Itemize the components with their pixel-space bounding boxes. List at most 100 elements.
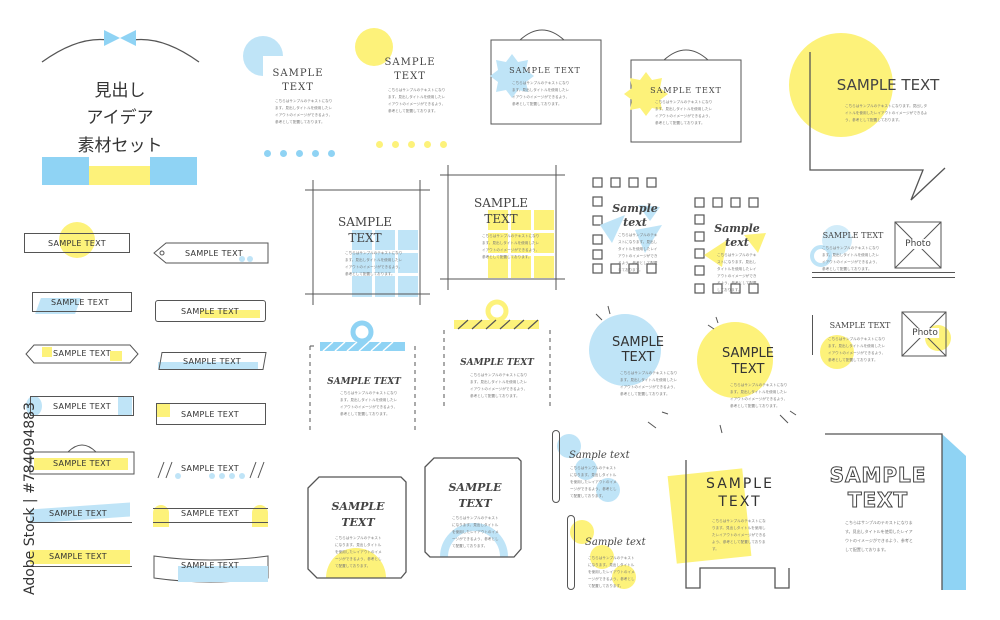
card8-title-1: Sample bbox=[612, 202, 658, 215]
label-frame-13 bbox=[153, 508, 268, 523]
circle2-title-2: TEXT bbox=[731, 362, 765, 377]
blue-starburst bbox=[490, 54, 534, 98]
yellow-grid bbox=[488, 210, 556, 278]
card14-body: こちらはサンプルのテキストになります。見出しタイトルを使用したレイアウトのイメー… bbox=[570, 466, 617, 498]
label-text-12: SAMPLE TEXT bbox=[181, 464, 239, 473]
blue-ring bbox=[810, 245, 832, 267]
card11-body: こちらはサンプルのテキストになります。見出しタイトルを使用したレイアウトのイメー… bbox=[828, 337, 886, 362]
yellow-big-circle bbox=[789, 33, 893, 137]
underline bbox=[28, 522, 132, 523]
circle-cutout bbox=[263, 56, 285, 78]
card9-title-1: Sample bbox=[714, 222, 760, 235]
clipboard-frame-blue bbox=[309, 320, 416, 433]
card9-body: こちらはサンプルのテキストになります。見出しタイトルを使用したレイアウトのイメー… bbox=[717, 253, 757, 292]
card6-title-1: SAMPLE bbox=[338, 215, 392, 229]
card7-body: こちらはサンプルのテキストになります。見出しタイトルを使用したレイアウトのイメー… bbox=[482, 234, 540, 259]
clipboard-frame-yellow bbox=[443, 299, 551, 410]
photo-label-1: Photo bbox=[904, 239, 932, 249]
label-text-8: SAMPLE TEXT bbox=[185, 249, 243, 258]
label-text-13: SAMPLE TEXT bbox=[181, 509, 239, 518]
blue-dot bbox=[575, 458, 597, 480]
band-right bbox=[150, 157, 197, 185]
square-grid-frame-2 bbox=[694, 197, 766, 294]
card16-title-2: TEXT bbox=[718, 494, 762, 510]
photo-label-2: Photo bbox=[911, 328, 939, 338]
card1-title-1: SAMPLE bbox=[272, 68, 324, 79]
band-center bbox=[89, 166, 150, 185]
card15-body: こちらはサンプルのテキストになります。見出しタイトルを使用したレイアウトのイメー… bbox=[588, 556, 635, 588]
clipboard2-body: こちらはサンプルのテキストになります。見出しタイトルを使用したレイアウトのイメー… bbox=[470, 373, 528, 398]
yellow-strip bbox=[200, 310, 260, 318]
card7-title-2: TEXT bbox=[484, 212, 518, 226]
hexagon-label-frame bbox=[25, 344, 139, 364]
card14-title: Sample text bbox=[569, 450, 630, 461]
label-text-5: SAMPLE TEXT bbox=[53, 459, 111, 468]
blue-grid bbox=[352, 230, 420, 297]
card12-title-2: TEXT bbox=[341, 516, 375, 529]
yellow-dots bbox=[376, 133, 456, 152]
clipboard1-title: SAMPLE TEXT bbox=[327, 377, 401, 387]
card13-title-2: TEXT bbox=[458, 497, 492, 510]
blue-circle-large bbox=[589, 314, 661, 386]
slash-dots-ornament bbox=[157, 461, 265, 479]
crop-mark-frame-1 bbox=[305, 180, 430, 305]
card3-body: こちらはサンプルのテキストになります。見出しタイトルを使用したレイアウトのイメー… bbox=[512, 81, 570, 106]
circle2-body: こちらはサンプルのテキストになります。見出しタイトルを使用したレイアウトのイメー… bbox=[730, 383, 788, 408]
tag-label-frame bbox=[153, 242, 269, 264]
card13-body: こちらはサンプルのテキストになります。見出しタイトルを使用したレイアウトのイメー… bbox=[452, 516, 499, 548]
card15-title: Sample text bbox=[585, 537, 646, 548]
ribbon-label-frame bbox=[153, 555, 269, 583]
card10-title: SAMPLE TEXT bbox=[822, 231, 884, 240]
yellow-corner bbox=[156, 403, 170, 417]
blue-strip bbox=[158, 362, 258, 369]
card13-title-1: SAMPLE bbox=[448, 481, 502, 494]
circle1-title-1: SAMPLE bbox=[612, 335, 664, 350]
sparkle-lines-1 bbox=[595, 305, 669, 429]
circle1-body: こちらはサンプルのテキストになります。見出しタイトルを使用したレイアウトのイメー… bbox=[620, 371, 678, 396]
bow-icon bbox=[104, 30, 136, 46]
label-text-14: SAMPLE TEXT bbox=[181, 561, 239, 570]
circle1-title-2: TEXT bbox=[621, 350, 655, 365]
grid-gap bbox=[488, 230, 556, 233]
card16-body: こちらはサンプルのテキストになります。見出しタイトルを使用したレイアウトのイメー… bbox=[712, 519, 766, 551]
label-text-7: SAMPLE TEXT bbox=[49, 552, 107, 561]
card12-title-1: SAMPLE bbox=[331, 500, 385, 513]
pill-bar bbox=[567, 515, 575, 590]
label-frame-9 bbox=[155, 300, 266, 322]
square-grid-frame-1 bbox=[592, 177, 662, 274]
label-frame-1 bbox=[24, 233, 130, 253]
title-line-2: アイデア bbox=[86, 108, 154, 128]
label-text-6: SAMPLE TEXT bbox=[49, 509, 107, 518]
card5-body: こちらはサンプルのテキストになります。見出しタイトルを使用したレイアウトのイメー… bbox=[845, 104, 928, 122]
yellow-circle-large bbox=[697, 322, 773, 398]
label-frame-2 bbox=[32, 292, 132, 312]
card5-title: SAMPLE TEXT bbox=[836, 76, 940, 94]
band-left bbox=[42, 157, 89, 185]
speech-bubble-frame bbox=[809, 52, 946, 201]
card11-title: SAMPLE TEXT bbox=[829, 321, 891, 330]
card12-body: こちらはサンプルのテキストになります。見出しタイトルを使用したレイアウトのイメー… bbox=[335, 536, 382, 568]
cut-corner-frame-yellow bbox=[307, 476, 407, 579]
label-text-3: SAMPLE TEXT bbox=[53, 349, 111, 358]
pill-bar bbox=[552, 430, 560, 503]
title-arc-ornament bbox=[41, 30, 200, 63]
photo-placeholder-2 bbox=[901, 311, 947, 357]
label-text-10: SAMPLE TEXT bbox=[183, 357, 241, 366]
blue-circle bbox=[822, 225, 852, 255]
blue-dots bbox=[264, 142, 344, 161]
yellow-cap bbox=[252, 505, 268, 527]
clipboard2-title: SAMPLE TEXT bbox=[460, 358, 534, 368]
stock-credit: Adobe Stock | #784094883 bbox=[22, 402, 38, 595]
yellow-pac-circle bbox=[355, 28, 393, 66]
bag-frame-yellow bbox=[624, 49, 742, 143]
yellow-circle bbox=[820, 335, 854, 369]
card8-body: こちらはサンプルのテキストになります。見出しタイトルを使用したレイアウトのイメー… bbox=[618, 233, 658, 272]
card6-title-2: TEXT bbox=[348, 231, 382, 245]
double-rule bbox=[812, 272, 955, 278]
card17-title-2: TEXT bbox=[847, 488, 909, 513]
circle2-title-1: SAMPLE bbox=[722, 346, 774, 361]
crop-mark-frame-2 bbox=[440, 165, 565, 290]
yellow-dot bbox=[590, 545, 614, 569]
yellow-dot bbox=[612, 565, 636, 589]
label-text-9: SAMPLE TEXT bbox=[181, 307, 239, 316]
